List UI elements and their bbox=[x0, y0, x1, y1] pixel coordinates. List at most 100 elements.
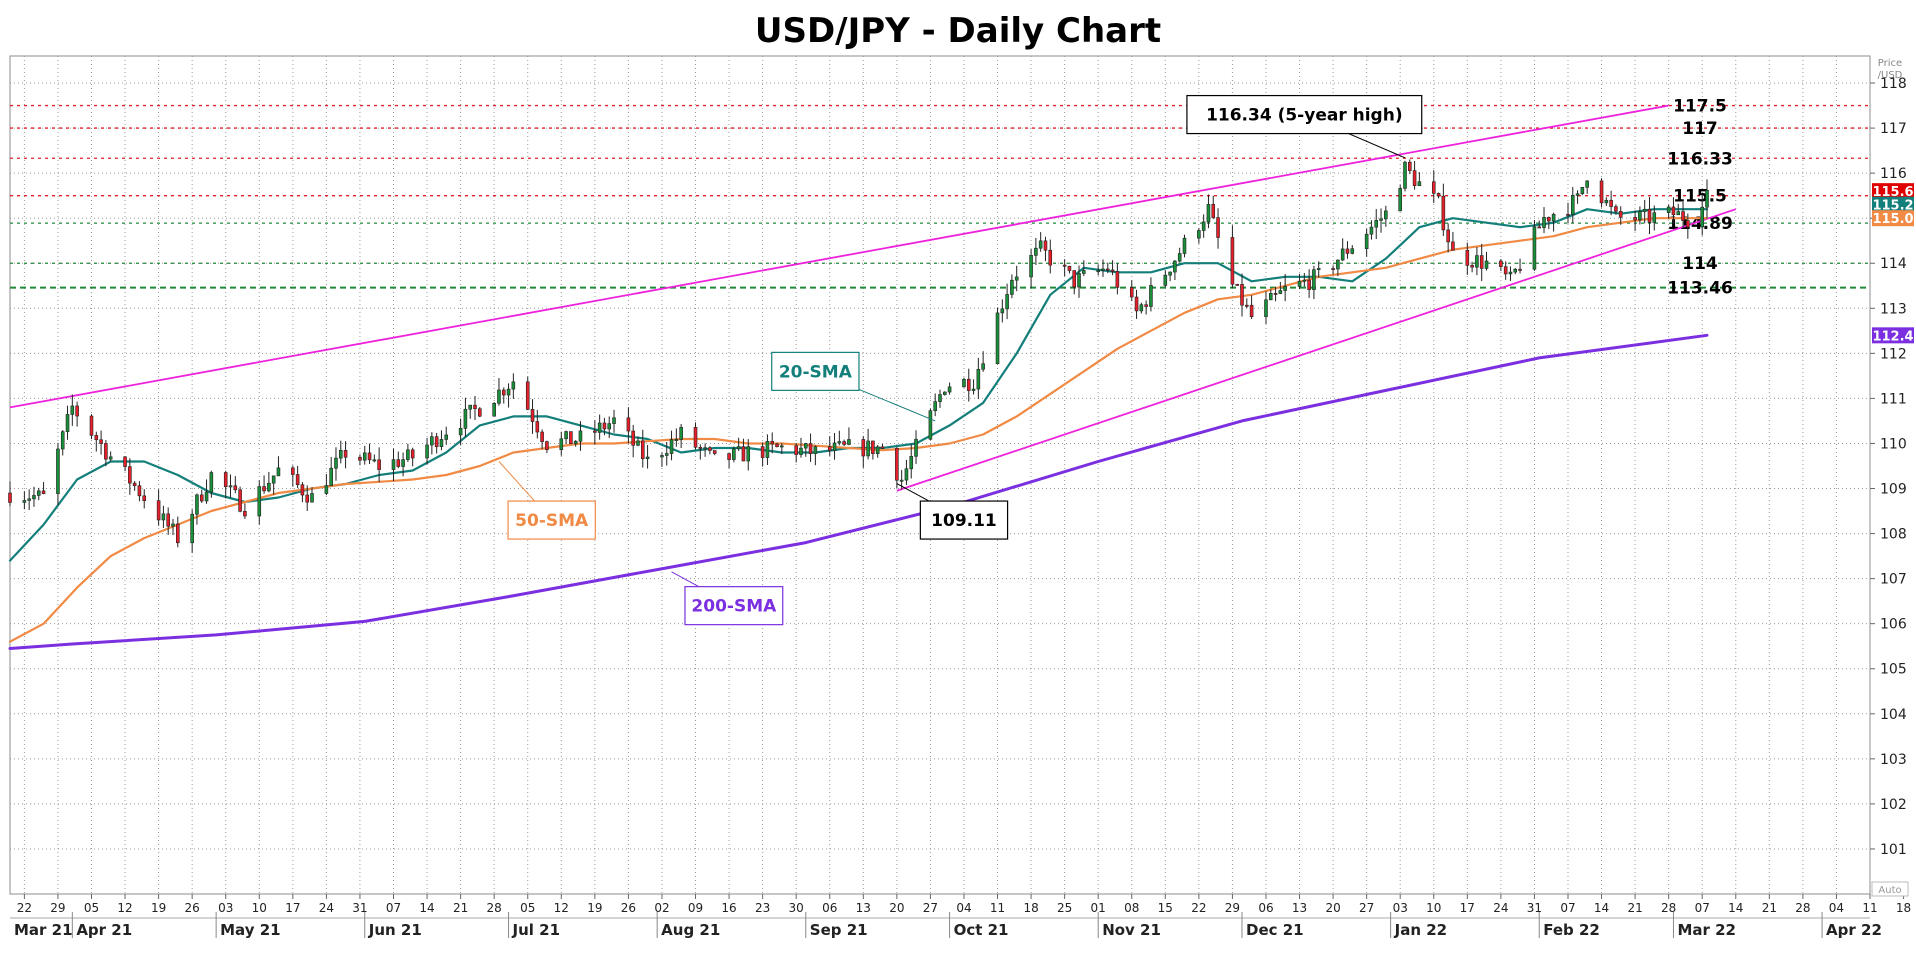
candle bbox=[1647, 197, 1652, 235]
candle-body bbox=[1067, 265, 1072, 271]
candle-body bbox=[1230, 237, 1235, 285]
x-tick-label: 12 bbox=[117, 901, 132, 915]
candle-body bbox=[1201, 221, 1206, 231]
candle-body bbox=[1038, 240, 1043, 249]
candle-body bbox=[1139, 304, 1144, 312]
x-tick-label: 09 bbox=[688, 901, 703, 915]
candle-body bbox=[545, 441, 549, 450]
candle bbox=[1604, 197, 1609, 206]
candle-body bbox=[468, 404, 472, 410]
candle-body bbox=[70, 405, 75, 415]
candle bbox=[406, 443, 410, 462]
x-tick-label: 31 bbox=[1527, 901, 1542, 915]
candle-body bbox=[1014, 276, 1019, 281]
candle-body bbox=[928, 410, 933, 440]
candle bbox=[65, 405, 70, 440]
candle bbox=[1369, 220, 1374, 240]
candle-body bbox=[631, 430, 635, 446]
candle bbox=[8, 481, 12, 507]
candle-body bbox=[866, 440, 870, 457]
candle-body bbox=[291, 467, 295, 475]
candle bbox=[741, 438, 746, 462]
x-tick-label: 10 bbox=[252, 901, 267, 915]
candle-body bbox=[458, 428, 463, 436]
candle bbox=[1599, 178, 1604, 208]
candle bbox=[276, 456, 281, 477]
month-label: Apr 22 bbox=[1826, 921, 1882, 939]
candle-body bbox=[995, 312, 1000, 365]
candle-body bbox=[1566, 213, 1570, 216]
x-tick-label: 07 bbox=[1695, 901, 1710, 915]
candle-body bbox=[1647, 208, 1652, 223]
candle-body bbox=[1374, 220, 1379, 228]
month-label: Dec 21 bbox=[1246, 921, 1304, 939]
x-tick-label: 17 bbox=[285, 901, 300, 915]
candle bbox=[1484, 251, 1489, 271]
candle bbox=[799, 437, 803, 458]
candle bbox=[41, 482, 46, 495]
x-tick-label: 02 bbox=[654, 901, 669, 915]
candle-body bbox=[1307, 279, 1311, 290]
candle bbox=[1129, 280, 1134, 301]
annotations-layer: 116.34 (5-year high) 109.11 20-SMA 50-SMA 20… bbox=[498, 94, 1423, 626]
candle bbox=[1479, 243, 1484, 282]
candle bbox=[1302, 272, 1307, 287]
candle bbox=[142, 489, 147, 509]
candle bbox=[1451, 231, 1455, 251]
candle-body bbox=[166, 513, 170, 527]
candle-body bbox=[947, 386, 952, 393]
candle bbox=[698, 444, 703, 460]
candle bbox=[640, 429, 645, 468]
candle-body bbox=[1575, 193, 1580, 196]
candle-body bbox=[732, 448, 736, 460]
candle bbox=[75, 401, 79, 427]
y-tick-label: 101 bbox=[1880, 842, 1907, 858]
candle bbox=[1671, 197, 1676, 225]
x-tick-label: 05 bbox=[520, 901, 535, 915]
candle-body bbox=[434, 436, 439, 447]
candle bbox=[22, 491, 27, 510]
candle-body bbox=[377, 459, 381, 470]
candle bbox=[128, 458, 132, 495]
candle bbox=[708, 446, 712, 455]
candle bbox=[1666, 204, 1671, 219]
candle-body bbox=[396, 459, 401, 467]
candle-body bbox=[607, 423, 612, 430]
candle bbox=[430, 432, 434, 455]
candle-body bbox=[343, 450, 348, 458]
auto-scale-label: Auto bbox=[1878, 885, 1901, 896]
candle bbox=[36, 487, 41, 501]
candle bbox=[1268, 289, 1273, 301]
candle bbox=[223, 470, 228, 499]
candle-body bbox=[1537, 226, 1542, 229]
candle bbox=[1398, 184, 1402, 212]
candle-body bbox=[909, 456, 914, 470]
candle bbox=[262, 475, 266, 494]
candle-body bbox=[142, 495, 147, 501]
candle-body bbox=[693, 427, 698, 448]
candle bbox=[1197, 227, 1201, 244]
candle bbox=[295, 465, 300, 489]
candle-body bbox=[966, 378, 971, 391]
level-label: 113.46 bbox=[1667, 279, 1733, 299]
candle-body bbox=[1465, 250, 1470, 266]
candle-body bbox=[223, 472, 228, 488]
candle-body bbox=[871, 440, 875, 454]
candle-body bbox=[511, 381, 516, 390]
candle-body bbox=[525, 381, 530, 410]
candle-body bbox=[300, 484, 305, 496]
candle bbox=[732, 446, 736, 463]
candle bbox=[1115, 263, 1120, 295]
candle bbox=[492, 402, 496, 417]
candle-body bbox=[171, 523, 175, 527]
x-tick-label: 16 bbox=[721, 901, 736, 915]
candle bbox=[660, 452, 664, 468]
candle bbox=[971, 379, 976, 395]
candle-body bbox=[22, 500, 27, 503]
candle bbox=[56, 443, 60, 506]
candle bbox=[712, 450, 717, 456]
candle bbox=[1547, 216, 1551, 230]
candle-body bbox=[593, 430, 597, 433]
y-tick-label: 102 bbox=[1880, 797, 1907, 813]
auto-scale-button[interactable] bbox=[1871, 881, 1909, 897]
